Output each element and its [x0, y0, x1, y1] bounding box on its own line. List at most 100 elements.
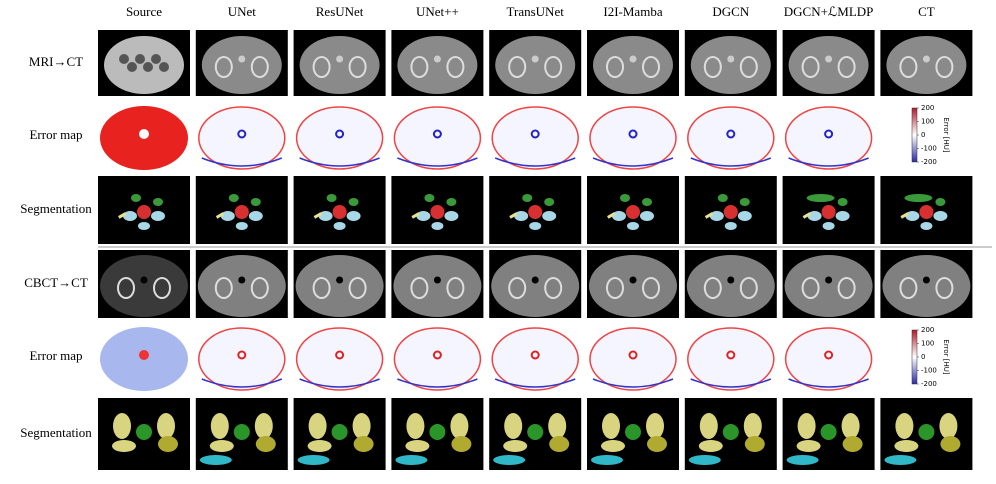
seg — [318, 211, 333, 221]
center — [238, 276, 246, 284]
center — [726, 129, 736, 139]
center — [237, 350, 247, 360]
seg — [307, 440, 332, 452]
image-cell — [782, 322, 875, 392]
center — [432, 129, 442, 139]
image-cell — [587, 250, 679, 318]
bone — [348, 277, 367, 299]
center — [433, 55, 441, 63]
bone — [214, 277, 233, 299]
image-cell — [587, 322, 679, 392]
image-cell — [587, 30, 679, 96]
seg — [346, 211, 361, 221]
seg — [542, 211, 557, 221]
seg — [406, 413, 425, 439]
image-cell — [98, 102, 190, 170]
center — [629, 55, 637, 63]
seg — [919, 205, 934, 219]
image-cell — [489, 176, 582, 244]
body — [100, 255, 188, 317]
seg — [642, 198, 652, 206]
organ — [127, 62, 137, 72]
image-cell — [293, 30, 386, 96]
seg — [313, 212, 323, 219]
seg — [308, 413, 327, 439]
seg — [215, 212, 225, 219]
center — [922, 276, 930, 284]
error-lower — [592, 157, 674, 167]
seg — [739, 198, 750, 206]
center — [726, 350, 736, 360]
organ — [119, 54, 129, 64]
seg — [118, 212, 127, 219]
seg — [199, 455, 232, 465]
center — [531, 55, 539, 63]
seg — [255, 436, 276, 452]
bone — [606, 56, 624, 78]
bone — [544, 56, 563, 78]
bone — [544, 277, 563, 299]
seg — [430, 205, 445, 219]
seg — [647, 436, 667, 452]
error-lower — [788, 378, 869, 388]
body — [299, 36, 380, 94]
body — [397, 36, 478, 94]
bone — [642, 56, 660, 78]
image-cell — [98, 250, 190, 318]
seg — [601, 440, 625, 452]
seg — [331, 424, 348, 440]
seg — [529, 222, 542, 230]
column-header: I2I-Mamba — [603, 4, 662, 19]
error-lower — [690, 157, 772, 167]
bone — [117, 277, 135, 299]
seg — [493, 455, 526, 465]
bone — [153, 277, 171, 299]
body — [788, 36, 869, 94]
bone — [899, 56, 918, 78]
seg — [820, 424, 837, 440]
image-cell — [391, 322, 484, 392]
image-cell — [489, 322, 582, 392]
seg — [602, 413, 620, 439]
colorbar-tick-label: -100 — [921, 145, 937, 153]
seg — [698, 440, 723, 452]
colorbar-tick-label: 100 — [921, 118, 934, 126]
image-cell — [391, 250, 484, 318]
seg — [429, 424, 446, 440]
seg — [151, 211, 165, 221]
seg — [743, 413, 762, 439]
seg — [723, 205, 738, 219]
error-lower — [299, 378, 380, 388]
seg — [900, 212, 909, 219]
seg — [209, 440, 234, 452]
center — [336, 276, 344, 284]
image-cell — [489, 30, 582, 96]
error-lower — [494, 157, 576, 167]
seg — [933, 211, 948, 221]
organ — [151, 54, 161, 64]
bone — [801, 56, 820, 78]
center — [727, 276, 735, 284]
seg — [688, 455, 721, 465]
body — [201, 36, 282, 94]
image-cell — [684, 30, 777, 96]
row-label: Segmentation — [20, 425, 92, 440]
seg — [894, 440, 919, 452]
center — [825, 55, 833, 63]
seg — [786, 455, 819, 465]
colorbar-tick-label: -200 — [921, 158, 937, 166]
seg — [895, 413, 914, 439]
seg — [625, 424, 641, 440]
seg — [920, 222, 933, 230]
seg — [549, 436, 570, 452]
seg — [842, 436, 863, 452]
image-cell — [489, 102, 582, 170]
body — [393, 255, 482, 317]
image-cell — [684, 398, 777, 470]
image-cell — [684, 322, 777, 392]
bone — [250, 277, 269, 299]
seg — [821, 205, 836, 219]
image-cell — [684, 102, 777, 170]
seg — [918, 424, 935, 440]
